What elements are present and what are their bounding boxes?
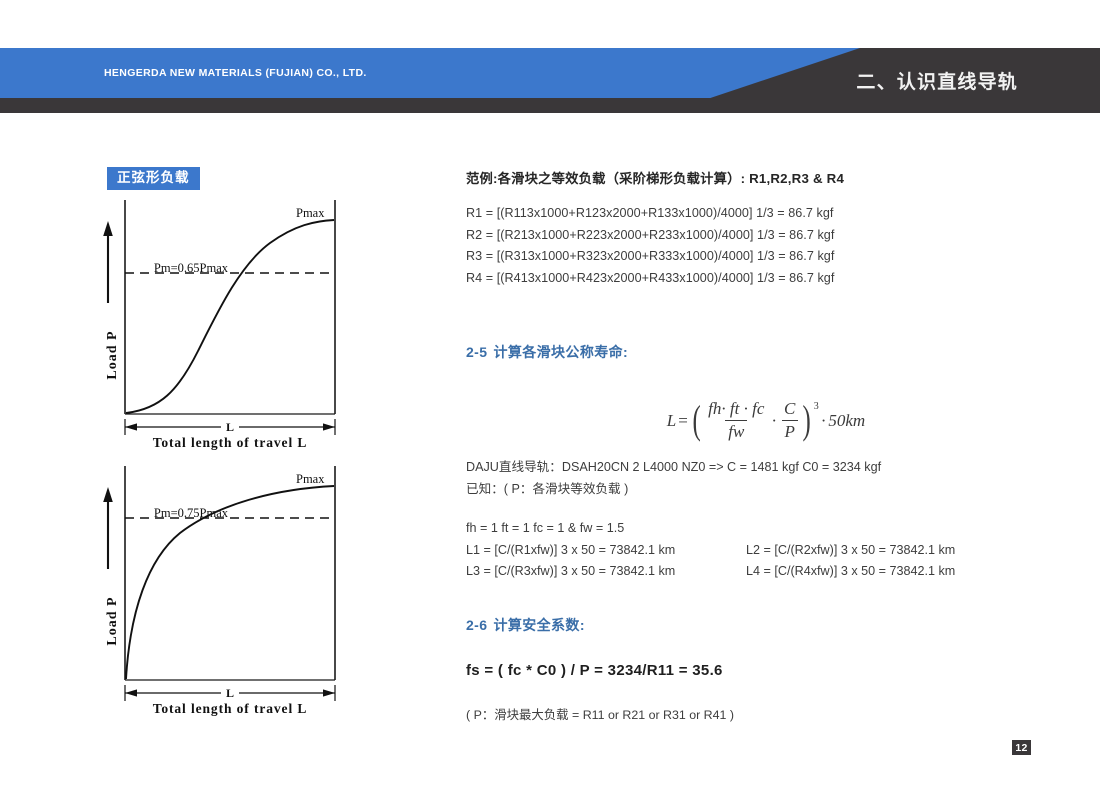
charts-column: 正弦形负载 L Pm=0.65Pmax Pmax <box>0 113 460 802</box>
chart2-pmax-label: Pmax <box>296 472 325 486</box>
rail-spec: DAJU直线导轨：DSAH20CN 2 L4000 NZ0 => C = 148… <box>466 460 882 474</box>
equation-r1: R1 = [(R113x1000+R123x2000+R133x1000)/40… <box>466 206 834 220</box>
chart1-yaxis-arrowhead <box>103 221 113 236</box>
formula-exponent: 3 <box>813 401 819 412</box>
formula-fraction-denominator: fw <box>725 420 748 442</box>
exponential-load-chart-svg: L Pm=0.75Pmax Pmax Load P Total length o… <box>103 466 336 716</box>
section-2-5-number: 2-5 <box>466 344 488 360</box>
header-blue-band <box>0 48 860 98</box>
formula-open-paren: ( <box>692 397 701 443</box>
page-section-title: 二、认识直线导轨 <box>856 72 1018 93</box>
chart2-pm-label: Pm=0.75Pmax <box>154 506 229 520</box>
formula-mid-dot-2: · <box>820 410 827 430</box>
page-number-badge: 12 <box>1012 740 1031 755</box>
chart1-dim-arrow-right <box>323 423 335 431</box>
known-values: 已知：( P：各滑块等效负载 ) <box>466 481 629 496</box>
formula-tail: 50km <box>828 410 866 430</box>
formula-lhs: L <box>666 410 677 430</box>
sinusoidal-load-chart-svg: L Pm=0.65Pmax Pmax Load P Total length o… <box>103 200 336 450</box>
chart1-dim-label-gap <box>221 420 239 434</box>
chart2-y-axis-label: Load P <box>105 596 120 645</box>
life-result-l4: L4 = [C/(R4xfw)] 3 x 50 = 73842.1 km <box>746 564 956 578</box>
section-2-5-label: 计算各滑块公称寿命: <box>493 344 629 360</box>
chart2-dim-arrow-right <box>323 689 335 697</box>
chart1-y-axis-label: Load P <box>105 330 120 379</box>
chart1-load-curve <box>125 219 335 414</box>
chart1-x-axis-label: Total length of travel L <box>153 435 308 450</box>
chart1-pmax-label: Pmax <box>296 206 325 220</box>
formula-p: P <box>781 420 798 442</box>
life-result-l3: L3 = [C/(R3xfw)] 3 x 50 = 73842.1 km <box>466 564 676 578</box>
life-factors: fh = 1 ft = 1 fc = 1 & fw = 1.5 <box>466 521 625 535</box>
chart2-dim-label-gap <box>221 686 239 700</box>
equation-r4: R4 = [(R413x1000+R423x2000+R433x1000)/40… <box>466 270 835 285</box>
formula-c-over-p: C P <box>781 399 798 442</box>
section-2-6-number: 2-6 <box>466 617 488 633</box>
formula-fraction-numerator: fh· ft · fc <box>708 399 765 418</box>
life-results-block: fh = 1 ft = 1 fc = 1 & fw = 1.5 L1 = [C/… <box>466 518 955 583</box>
section-2-6-label: 计算安全系数: <box>493 617 585 633</box>
chart2-yaxis-arrowhead <box>103 487 113 502</box>
sinusoidal-load-chart: L Pm=0.65Pmax Pmax Load P Total length o… <box>100 195 355 450</box>
life-result-l1: L1 = [C/(R1xfw)] 3 x 50 = 73842.1 km <box>466 542 676 557</box>
formula-c: C <box>784 399 796 418</box>
example-heading: 范例:各滑块之等效负载（采阶梯形负载计算）: R1,R2,R3 & R4 <box>466 171 845 186</box>
section-2-5-title: 2-5 计算各滑块公称寿命: <box>466 342 628 362</box>
equivalent-load-equations: R1 = [(R113x1000+R123x2000+R133x1000)/40… <box>466 203 834 289</box>
safety-factor-formula: fs = ( fc * C0 ) / P = 3234/R11 = 35.6 <box>466 662 723 679</box>
chart1-dim-label: L <box>226 420 234 434</box>
exponential-load-chart: L Pm=0.75Pmax Pmax Load P Total length o… <box>100 461 355 716</box>
chart2-load-curve <box>125 485 335 680</box>
rail-spec-block: DAJU直线导轨：DSAH20CN 2 L4000 NZ0 => C = 148… <box>466 457 881 500</box>
section-2-6-title: 2-6 计算安全系数: <box>466 615 585 635</box>
formula-factor-fraction: fh· ft · fc fw <box>705 399 767 442</box>
status-badge: 正弦形负载 <box>107 167 200 190</box>
company-name: HENGERDA NEW MATERIALS (FUJIAN) CO., LTD… <box>104 67 367 79</box>
formula-close-paren: ) <box>802 397 812 443</box>
chart1-pm-label: Pm=0.65Pmax <box>154 261 229 275</box>
equation-r2: R2 = [(R213x1000+R223x2000+R233x1000)/40… <box>466 227 835 242</box>
formula-equals: = <box>678 410 688 430</box>
chart2-dim-label: L <box>226 686 234 700</box>
chart2-x-axis-label: Total length of travel L <box>153 701 308 716</box>
nominal-life-formula-math: L = ( fh· ft · fc fw · C P ) 3 · 50km <box>667 399 865 442</box>
nominal-life-formula: L = ( fh· ft · fc fw · C P ) 3 · 50km <box>466 399 1066 442</box>
life-result-row-1: L1 = [C/(R1xfw)] 3 x 50 = 73842.1 km L2 … <box>466 540 955 562</box>
chart1-dim-arrow-left <box>125 423 137 431</box>
equation-r3: R3 = [(R313x1000+R323x2000+R333x1000)/40… <box>466 249 835 263</box>
safety-factor-note: ( P：滑块最大负载 = R11 or R21 or R31 or R41 ) <box>466 708 734 722</box>
life-result-row-2: L3 = [C/(R3xfw)] 3 x 50 = 73842.1 km L4 … <box>466 561 955 583</box>
chart2-dim-arrow-left <box>125 689 137 697</box>
page-header: HENGERDA NEW MATERIALS (FUJIAN) CO., LTD… <box>0 48 1100 113</box>
formula-mid-dot-1: · <box>771 410 778 430</box>
life-result-l2: L2 = [C/(R2xfw)] 3 x 50 = 73842.1 km <box>746 542 956 557</box>
